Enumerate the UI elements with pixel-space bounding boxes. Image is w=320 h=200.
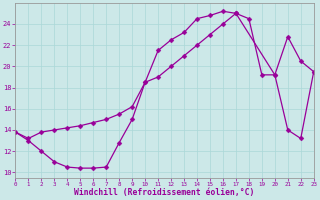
X-axis label: Windchill (Refroidissement éolien,°C): Windchill (Refroidissement éolien,°C) <box>74 188 255 197</box>
